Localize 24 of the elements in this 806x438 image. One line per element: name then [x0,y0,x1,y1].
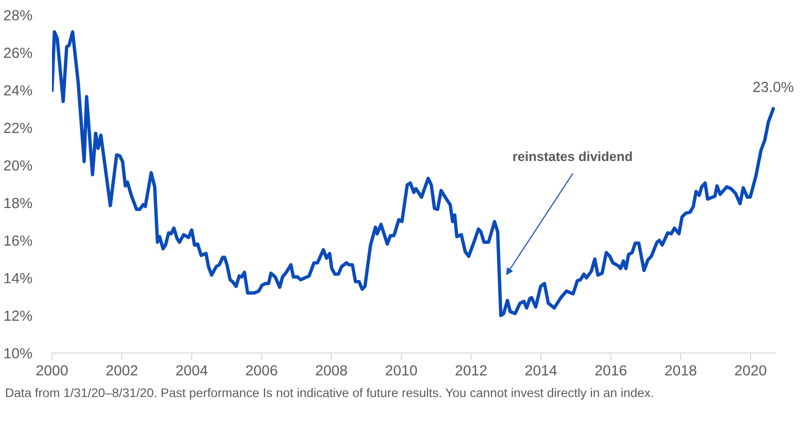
annotation: 23.0% [753,82,794,92]
x-tick-label: 2002 [106,365,138,376]
x-tick-label: 2010 [386,365,417,376]
y-tick-label: 10% [4,348,32,358]
y-tick-label: 18% [4,198,32,208]
x-tick-label: 2012 [456,365,487,376]
y-tick-label: 28% [4,10,32,20]
x-tick-label: 2014 [526,365,557,376]
x-tick-label: 2004 [176,365,208,376]
annotation: reinstates dividend [513,151,632,162]
x-tick-label: 2020 [735,365,766,376]
x-tick-label: 2000 [36,365,68,376]
x-tick-label: 2018 [665,365,696,376]
y-tick-label: 26% [4,48,32,58]
x-tick-label: 2016 [595,365,626,376]
y-tick-label: 22% [4,122,32,134]
text: Data from 1/31/20–8/31/20. Past performance Is not indicative of future results. You cannot invest directly in an index. [6,388,653,400]
y-tick-label: 24% [4,85,32,96]
x-tick-label: 2006 [246,365,278,376]
y-tick-label: 20% [4,160,32,171]
x-tick-label: 2008 [316,365,348,376]
y-tick-label: 14% [4,273,32,284]
y-tick-label: 12% [4,310,32,321]
y-tick-label: 16% [4,235,32,246]
